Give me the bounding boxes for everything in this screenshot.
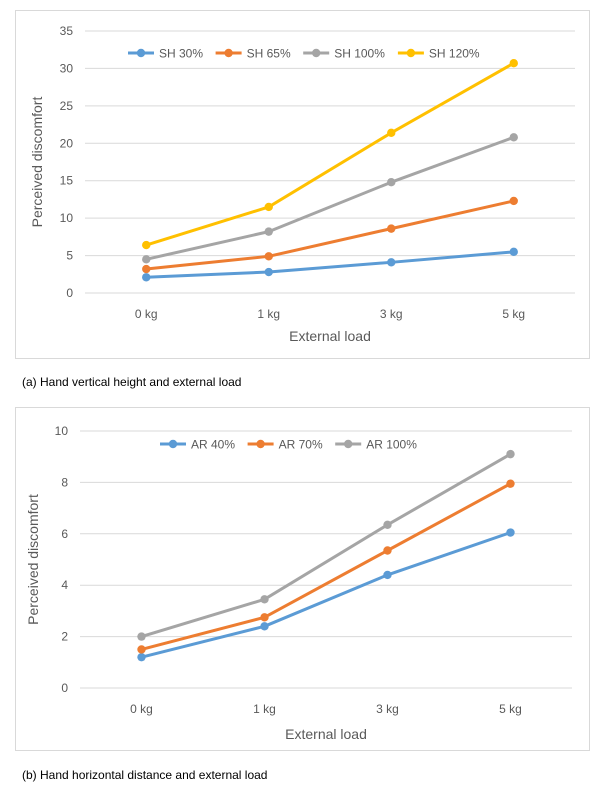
chart-a-point-1-2 <box>264 267 273 277</box>
chart-b-point-1-4 <box>506 528 515 537</box>
chart-a-point-2-3 <box>387 224 396 233</box>
chart-a-point-3-4 <box>509 133 518 142</box>
chart-b-legend-marker <box>168 439 178 449</box>
chart-a-point-2-1 <box>142 264 151 274</box>
chart-b-point-1-3 <box>383 570 392 580</box>
chart-a-point-1-4 <box>509 247 518 257</box>
chart-a-point-1-3 <box>387 258 396 267</box>
chart-b-ytick-label: 0 <box>61 681 68 695</box>
chart-a-xtick-label: 3 kg <box>380 307 403 321</box>
chart-b-point-2-4 <box>506 479 515 488</box>
chart-b-ytick-label: 4 <box>61 578 68 592</box>
chart-b-legend-item-2: AR 70% <box>247 438 323 452</box>
chart-a-xtick-label: 5 kg <box>502 307 525 321</box>
chart-a-series-line-3 <box>145 135 515 261</box>
chart-b-legend-marker <box>344 439 353 449</box>
chart-a-legend-item-3: SH 100% <box>303 47 385 61</box>
chart-a-ytick-label: 5 <box>66 249 73 263</box>
chart-a-legend-item-1: SH 30% <box>128 47 203 61</box>
chart-a-point-2-2 <box>264 252 273 261</box>
chart-a-ytick-label: 15 <box>60 174 74 188</box>
chart-b-xtick-label: 3 kg <box>376 702 399 716</box>
chart-a-ytick-label: 10 <box>60 211 74 225</box>
chart-a-ytick-label: 20 <box>60 136 74 150</box>
chart-b-ytick-label: 10 <box>55 424 69 438</box>
chart-a-legend-item-2: SH 65% <box>215 47 291 61</box>
chart-a-legend-marker <box>224 48 233 58</box>
chart-a-point-4-4 <box>509 58 518 68</box>
chart-b-caption: (b) Hand horizontal distance and externa… <box>22 768 268 782</box>
chart-a-legend-label: SH 100% <box>334 47 385 61</box>
chart-b-legend-item-3: AR 100% <box>335 438 417 452</box>
chart-b-xtick-label: 1 kg <box>253 702 276 716</box>
chart-a-legend-marker <box>406 48 416 58</box>
chart-b-ytick-label: 6 <box>61 527 68 541</box>
chart-a-series-line-4 <box>145 61 515 247</box>
chart-b-legend-marker <box>256 439 265 449</box>
chart-a-point-2-4 <box>509 196 518 206</box>
chart-a-xtick-label: 0 kg <box>135 307 158 321</box>
chart-b-legend-label: AR 70% <box>279 438 323 452</box>
chart-b-legend-item-1: AR 40% <box>160 438 235 452</box>
chart-a-legend-label: SH 30% <box>159 47 203 61</box>
chart-b-point-1-1 <box>137 652 146 662</box>
chart-b-series-line-2 <box>141 482 512 651</box>
chart-a-xtick-label: 1 kg <box>257 307 280 321</box>
chart-a-point-1-1 <box>142 273 151 282</box>
chart-b-point-3-4 <box>506 449 515 459</box>
chart-b-point-3-1 <box>137 632 146 641</box>
chart-b-ytick-label: 8 <box>61 475 68 489</box>
chart-b-ytick-label: 2 <box>61 630 68 644</box>
chart-a-point-4-2 <box>264 202 273 212</box>
chart-b-point-1-2 <box>260 622 269 631</box>
chart-a-point-4-1 <box>142 240 151 250</box>
chart-a-ytick-label: 30 <box>60 61 74 75</box>
chart-b-y-axis-title: Perceived discomfort <box>25 494 41 625</box>
chart-b-series-line-1 <box>141 531 511 659</box>
chart-a-x-axis-title: External load <box>289 328 371 344</box>
chart-b-point-2-1 <box>137 645 146 654</box>
chart-a-legend-marker <box>136 48 146 58</box>
chart-b-point-2-3 <box>383 546 392 555</box>
chart-b-point-3-2 <box>260 595 269 604</box>
chart-a-ytick-label: 0 <box>66 286 73 300</box>
chart-b-legend-label: AR 100% <box>366 438 417 452</box>
chart-a-y-axis-title: Perceived discomfort <box>29 97 45 228</box>
chart-a-series-line-1 <box>146 250 514 279</box>
chart-b-series-line-3 <box>141 452 512 639</box>
chart-a-point-3-3 <box>387 178 396 187</box>
chart-a-point-3-1 <box>142 255 151 264</box>
chart-b-legend-label: AR 40% <box>191 438 235 452</box>
chart-a-caption: (a) Hand vertical height and external lo… <box>22 375 242 389</box>
chart-a-ytick-label: 25 <box>60 99 74 113</box>
chart-a-ytick-label: 35 <box>60 24 74 38</box>
chart-b-point-2-2 <box>260 613 269 622</box>
chart-b-x-axis-title: External load <box>285 726 367 742</box>
chart-a-legend-marker <box>312 48 321 58</box>
chart-a-point-4-3 <box>387 128 396 138</box>
chart-b-xtick-label: 5 kg <box>499 702 522 716</box>
chart-a-legend-item-4: SH 120% <box>397 47 480 61</box>
chart-b-point-3-3 <box>383 520 392 530</box>
chart-a-legend-label: SH 65% <box>247 47 291 61</box>
chart-b-xtick-label: 0 kg <box>130 702 153 716</box>
chart-a-point-3-2 <box>264 227 273 236</box>
chart-a-series-line-2 <box>146 199 515 271</box>
chart-a-legend-label: SH 120% <box>429 47 480 61</box>
